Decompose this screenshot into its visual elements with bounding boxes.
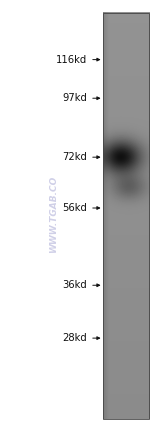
Bar <box>103 13 149 419</box>
Text: 36kd: 36kd <box>62 280 87 290</box>
Text: 97kd: 97kd <box>62 93 87 103</box>
Text: 56kd: 56kd <box>62 203 87 213</box>
Text: WWW.TGAB.CO: WWW.TGAB.CO <box>50 175 58 253</box>
Text: 116kd: 116kd <box>56 55 87 65</box>
Text: 28kd: 28kd <box>62 333 87 343</box>
Text: 72kd: 72kd <box>62 152 87 162</box>
